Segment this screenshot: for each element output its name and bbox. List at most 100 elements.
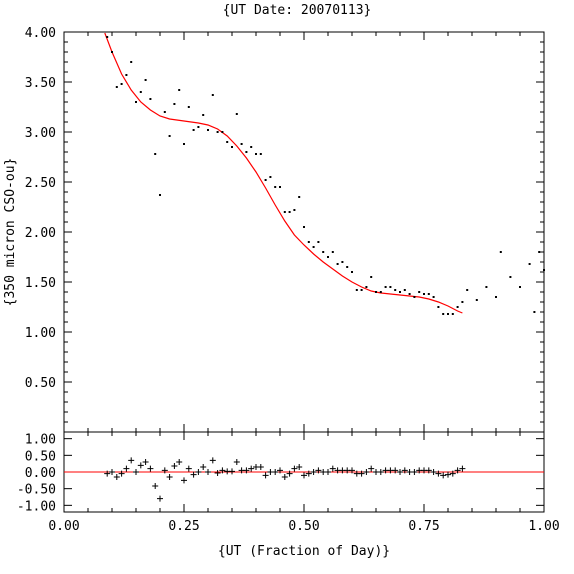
residual-point: [286, 470, 293, 477]
residual-point: [176, 459, 183, 465]
residual-point: [358, 470, 365, 477]
data-point: [317, 241, 320, 243]
fit-curve: [104, 32, 463, 314]
data-point: [451, 313, 454, 315]
residual-points: [104, 457, 466, 502]
residual-point: [233, 459, 240, 465]
data-point: [327, 256, 329, 258]
residual-point: [214, 470, 221, 476]
residual-point: [147, 465, 154, 472]
data-point: [370, 276, 373, 278]
x-tick-label: 0.25: [168, 519, 199, 534]
data-point: [187, 106, 190, 108]
data-point: [413, 296, 416, 298]
data-points: [106, 36, 545, 315]
residual-point: [281, 474, 288, 480]
data-point: [173, 103, 176, 105]
data-point: [226, 141, 229, 143]
residual-point: [133, 469, 139, 475]
residual-point: [142, 459, 149, 465]
residual-point: [161, 467, 168, 474]
data-point: [346, 266, 349, 268]
residual-point: [128, 457, 135, 464]
data-point: [538, 251, 541, 253]
residual-point: [363, 469, 370, 475]
data-point: [543, 269, 545, 271]
data-point: [384, 286, 387, 288]
residual-point: [305, 470, 312, 477]
y-tick-label: 0.50: [25, 376, 56, 391]
residual-point: [171, 463, 178, 469]
data-point: [111, 51, 113, 53]
data-point: [355, 289, 358, 291]
data-point: [207, 129, 209, 131]
residual-point: [430, 469, 437, 475]
data-point: [379, 291, 382, 293]
residual-point: [440, 472, 447, 479]
residual-point: [459, 465, 466, 472]
residual-point: [291, 465, 298, 472]
data-point: [442, 313, 445, 315]
data-point: [125, 74, 128, 76]
x-tick-label: 1.00: [528, 519, 559, 534]
data-point: [495, 296, 497, 298]
data-point: [461, 301, 464, 303]
data-point: [293, 209, 296, 211]
data-point: [394, 289, 397, 291]
data-point: [154, 153, 157, 155]
data-point: [120, 83, 123, 85]
y-tick-label: 1.00: [25, 326, 56, 341]
x-tick-label: 0.75: [408, 519, 439, 534]
data-point: [533, 311, 536, 313]
residual-point: [166, 474, 173, 480]
data-point: [341, 261, 344, 263]
data-point: [240, 143, 243, 145]
x-axis-label: {UT (Fraction of Day)}: [218, 544, 390, 559]
residual-point: [190, 471, 197, 478]
residual-point: [368, 465, 375, 472]
residual-point: [277, 467, 283, 474]
data-point: [336, 263, 339, 265]
y-tick-label: -1.00: [17, 499, 56, 514]
residual-point: [272, 469, 279, 475]
chart-title: {UT Date: 20070113}: [223, 3, 372, 18]
data-point: [202, 114, 205, 116]
data-point: [149, 98, 152, 100]
data-point: [375, 291, 377, 293]
data-point: [274, 186, 277, 188]
data-point: [264, 179, 267, 181]
data-point: [399, 291, 401, 293]
data-point: [115, 86, 118, 88]
data-point: [509, 276, 512, 278]
residual-point: [248, 465, 255, 472]
residual-point: [329, 465, 336, 472]
residual-point: [205, 469, 211, 475]
y-axis-label: {350 micron CSO-ou}: [3, 158, 18, 307]
y-tick-label: 1.50: [25, 276, 56, 291]
y-tick-label: -0.50: [17, 483, 56, 498]
y-tick-label: 3.50: [25, 76, 56, 91]
data-point: [259, 153, 262, 155]
data-point: [331, 251, 334, 253]
data-point: [351, 271, 353, 273]
y-tick-label: 3.00: [25, 126, 56, 141]
data-point: [456, 306, 459, 308]
data-point: [519, 286, 521, 288]
residual-point: [296, 464, 303, 470]
data-point: [427, 293, 430, 295]
residual-point: [325, 469, 331, 475]
residual-point: [315, 467, 322, 474]
data-point: [437, 306, 440, 308]
residual-point: [123, 465, 130, 472]
data-point: [418, 291, 421, 293]
data-point: [269, 176, 272, 178]
data-point: [403, 289, 406, 291]
data-point: [255, 153, 257, 155]
data-point: [360, 289, 363, 291]
data-point: [499, 251, 502, 253]
data-point: [168, 135, 171, 137]
residual-point: [219, 467, 226, 474]
x-tick-label: 0.50: [288, 519, 319, 534]
residual-axis-ticks: 0.00 0.25 0.50 0.75 1.001.000.500.00-0.50-1.…: [17, 432, 560, 534]
